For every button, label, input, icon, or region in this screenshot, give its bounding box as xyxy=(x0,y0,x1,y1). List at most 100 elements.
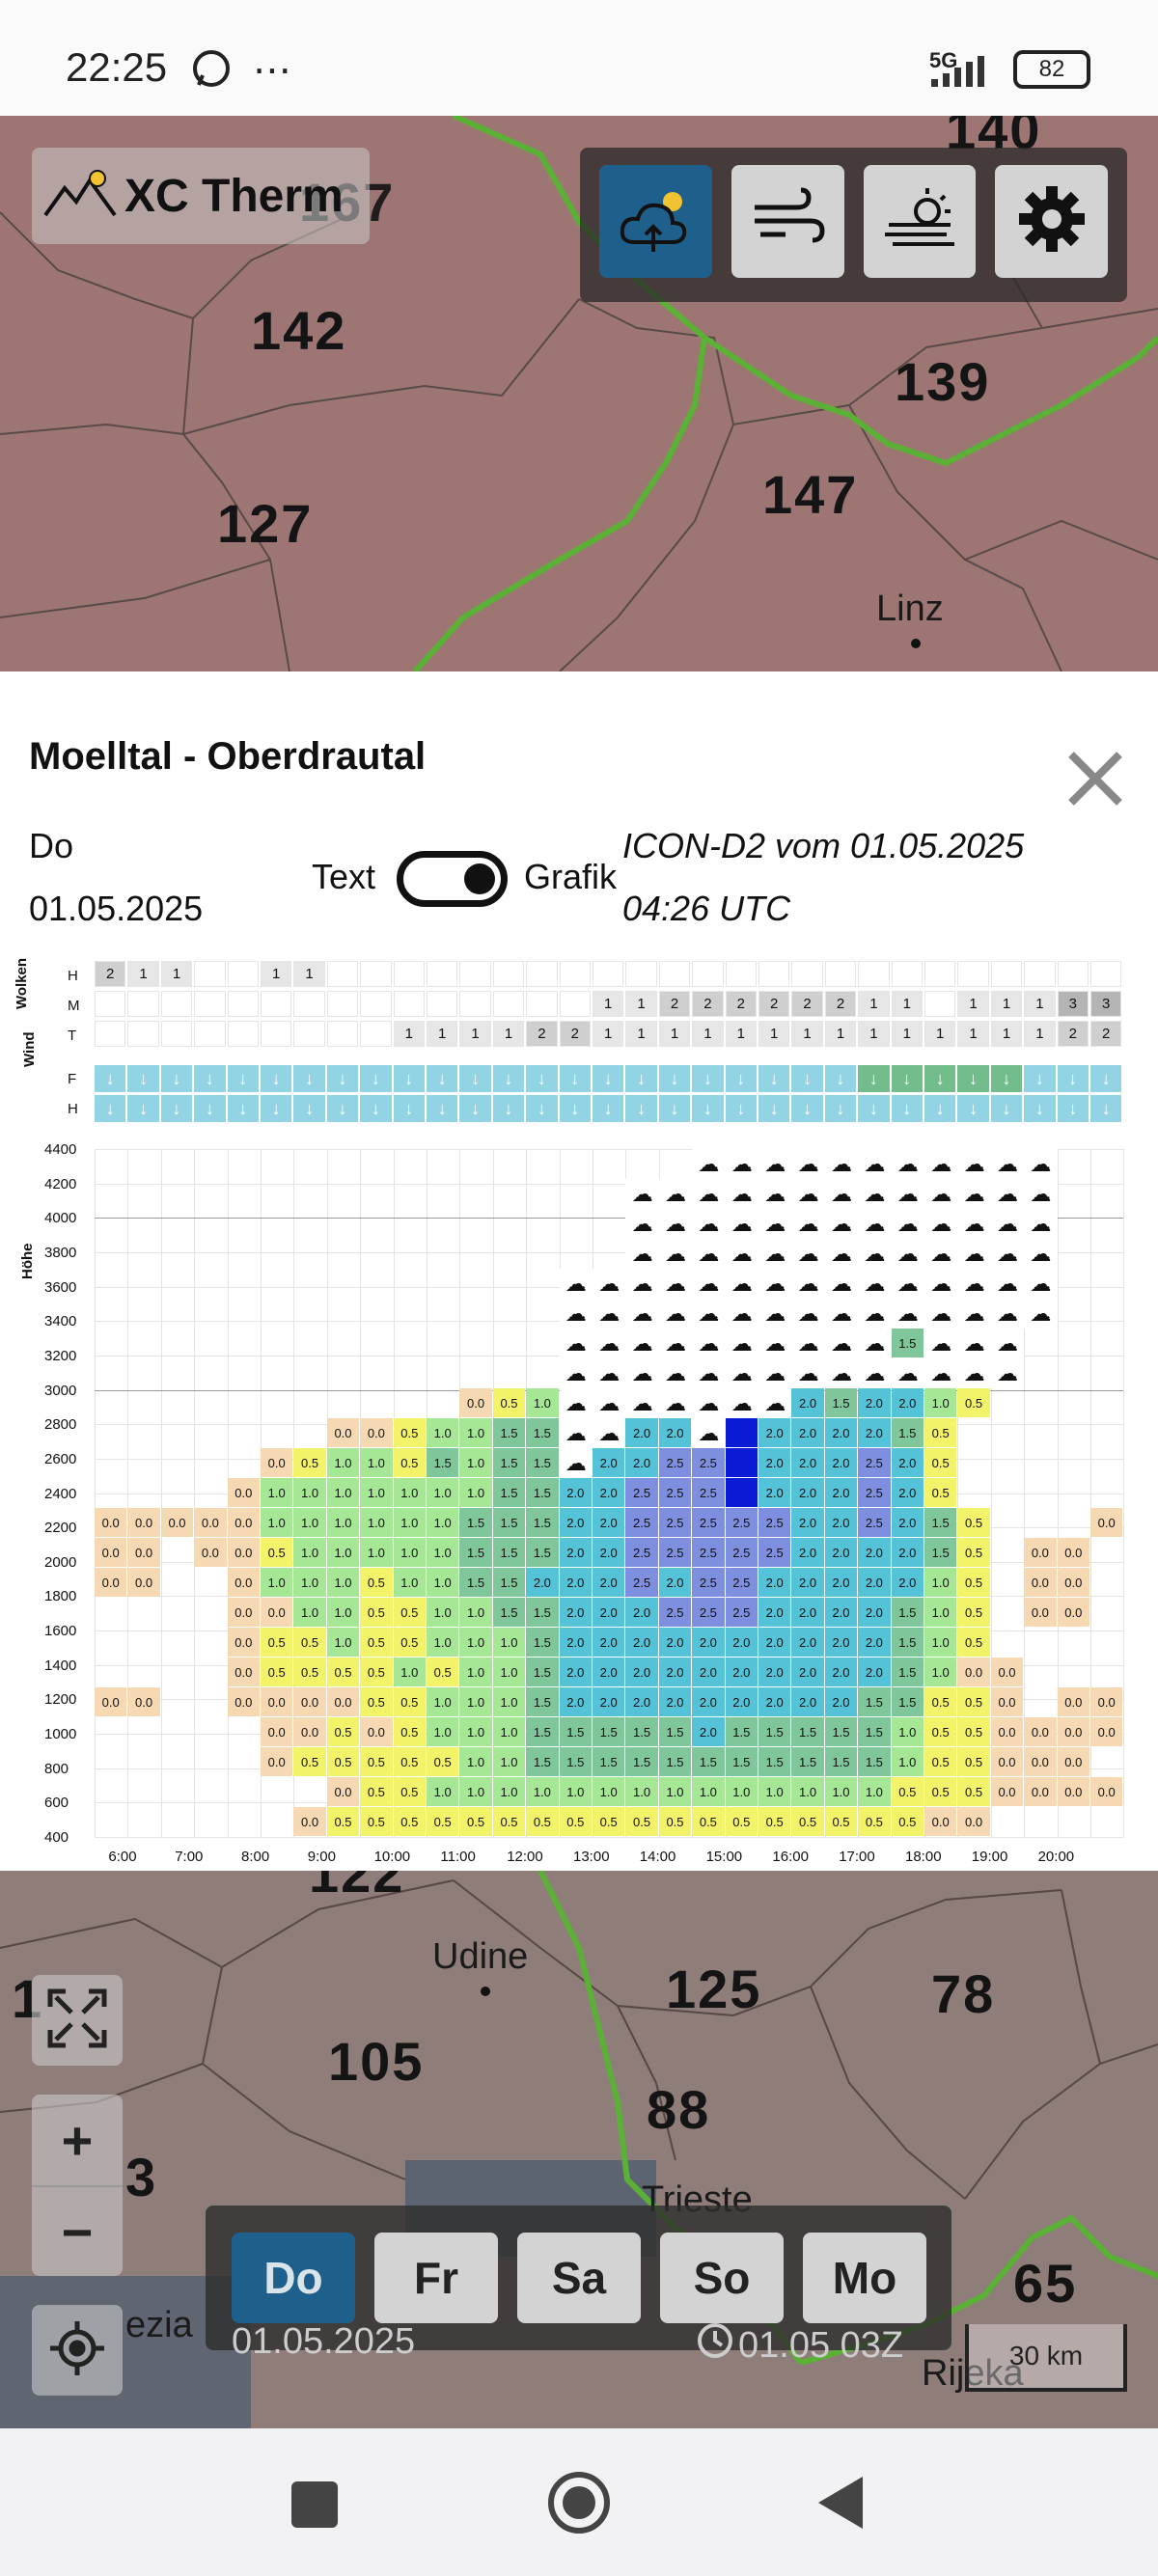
day-button[interactable]: Fr xyxy=(374,2233,498,2323)
heat-cell: 0.0 xyxy=(1057,1747,1089,1776)
cloud-base-icon: ☁ xyxy=(625,1358,659,1388)
heat-cell: 1.0 xyxy=(360,1478,393,1507)
mode-toolbar xyxy=(580,148,1127,302)
wind-arrow: ↓ xyxy=(824,1095,857,1122)
heat-cell: 2.0 xyxy=(593,1568,625,1597)
heat-cell: 2.0 xyxy=(824,1568,858,1597)
cloud-cell: 2 xyxy=(791,991,823,1017)
thermals-mode-button[interactable] xyxy=(599,165,712,278)
settings-button[interactable] xyxy=(995,165,1108,278)
cloud-base-icon: ☁ xyxy=(593,1358,626,1388)
heat-cell: 1.0 xyxy=(492,1777,526,1806)
heat-cell: 2.0 xyxy=(625,1658,658,1686)
zoom-control: + − xyxy=(32,2095,123,2276)
heat-cell: 2.0 xyxy=(658,1658,692,1686)
panel-title: Moelltal - Oberdrautal xyxy=(29,735,427,778)
cloud-base-icon: ☁ xyxy=(824,1149,859,1179)
heat-cell: 2.0 xyxy=(725,1687,758,1716)
heat-cell: 0.5 xyxy=(957,1687,990,1716)
heat-cell: 0.0 xyxy=(1090,1508,1123,1537)
thermal-chart: Wolken Wind Höhe H 2 1 1 1 1 M 1 1 2 2 2 2 2 2 1 1 1 1 1 3 3 T 1 1 1… xyxy=(0,958,1158,1883)
map-value: 127 xyxy=(217,493,314,554)
heat-cell: 0.5 xyxy=(427,1658,459,1686)
back-button[interactable] xyxy=(816,2475,865,2535)
heat-cell: 1.0 xyxy=(326,1538,360,1567)
heat-cell: 2.0 xyxy=(559,1598,592,1627)
cloud-cell xyxy=(492,991,525,1017)
heat-cell: 2.0 xyxy=(791,1628,824,1657)
heat-cell: 1.0 xyxy=(393,1508,426,1537)
clock-icon xyxy=(696,2321,734,2370)
heat-cell: 2.0 xyxy=(891,1538,924,1567)
heat-cell: 2.5 xyxy=(658,1598,692,1627)
cloud-base-icon: ☁ xyxy=(858,1329,892,1358)
cloud-cell xyxy=(360,991,392,1017)
toggle-knob xyxy=(464,863,495,894)
heat-cell: 0.0 xyxy=(990,1717,1024,1746)
heat-cell: 1.0 xyxy=(393,1568,426,1597)
close-button[interactable] xyxy=(1062,745,1129,812)
heat-cell: 1.0 xyxy=(459,1418,492,1447)
heat-cell: 0.5 xyxy=(393,1628,426,1657)
map-top[interactable]: 167 140 142 139 147 127 Linz XC Therm xyxy=(0,116,1158,671)
wind-arrow: ↓ xyxy=(526,1065,558,1092)
heat-cell: 1.5 xyxy=(526,1418,559,1447)
locate-icon xyxy=(48,2319,106,2382)
heat-cell: 2.0 xyxy=(891,1388,924,1417)
cloud-base-icon: ☁ xyxy=(791,1299,825,1329)
cloud-base-icon: ☁ xyxy=(658,1179,693,1209)
heat-cell: 2.5 xyxy=(692,1568,725,1597)
heat-cell: 0.5 xyxy=(427,1807,459,1836)
y-tick: 3600 xyxy=(44,1278,77,1296)
status-bar: 22:25 ⋯ 5G 82 xyxy=(0,0,1158,116)
wind-arrow: ↓ xyxy=(127,1095,159,1122)
wind-arrow: ↓ xyxy=(692,1065,724,1092)
heat-cell: 0.0 xyxy=(1090,1717,1123,1746)
map-value: 78 xyxy=(931,1963,996,2024)
day-button[interactable]: Do xyxy=(232,2233,355,2323)
wind-arrow: ↓ xyxy=(1024,1095,1056,1122)
heat-cell: 2.0 xyxy=(858,1598,891,1627)
heat-cell: 2.0 xyxy=(725,1658,758,1686)
y-tick: 3400 xyxy=(44,1313,77,1330)
heat-cell: 1.5 xyxy=(492,1508,526,1537)
cloud-base-icon: ☁ xyxy=(858,1149,892,1179)
heat-cell: 0.5 xyxy=(393,1807,426,1836)
heat-cell: 1.0 xyxy=(593,1777,625,1806)
day-button[interactable]: Sa xyxy=(517,2233,641,2323)
heat-cell: 1.0 xyxy=(427,1508,459,1537)
home-button[interactable] xyxy=(546,2470,612,2540)
recents-button[interactable] xyxy=(291,2481,338,2528)
day-button[interactable]: So xyxy=(660,2233,784,2323)
heat-cell: 1.0 xyxy=(824,1777,858,1806)
day-button[interactable]: Mo xyxy=(803,2233,926,2323)
wind-arrow: ↓ xyxy=(858,1095,890,1122)
cloud-base-icon: ☁ xyxy=(692,1418,726,1448)
heat-cell: 2.0 xyxy=(593,1448,625,1477)
heat-cell: 1.0 xyxy=(692,1777,725,1806)
wind-arrow: ↓ xyxy=(858,1065,890,1092)
heat-cell: 2.0 xyxy=(658,1418,692,1447)
zoom-in-button[interactable]: + xyxy=(61,2109,94,2171)
map-bottom[interactable]: 122 125 78 105 88 3 65 1 Udine Trieste R… xyxy=(0,1871,1158,2428)
wind-label: Wind xyxy=(21,1031,38,1067)
heat-cell: 1.0 xyxy=(492,1747,526,1776)
fullscreen-button[interactable] xyxy=(32,1975,123,2066)
heat-cell: 2.0 xyxy=(625,1628,658,1657)
wind-mode-button[interactable] xyxy=(731,165,844,278)
locate-button[interactable] xyxy=(32,2305,123,2396)
zoom-out-button[interactable]: − xyxy=(32,2185,123,2276)
cloud-base-icon: ☁ xyxy=(559,1299,593,1329)
x-tick: 12:00 xyxy=(507,1849,543,1865)
cloud-base-icon: ☁ xyxy=(924,1239,958,1269)
heat-cell: 1.5 xyxy=(526,1628,559,1657)
wind-arrow: ↓ xyxy=(360,1065,392,1092)
clouds-mode-button[interactable] xyxy=(863,165,977,278)
cloud-cell: 1 xyxy=(593,1021,624,1047)
cloud-base-icon: ☁ xyxy=(957,1269,991,1299)
wind-arrow: ↓ xyxy=(326,1095,359,1122)
cloud-base-icon: ☁ xyxy=(924,1358,958,1388)
cloud-cell xyxy=(427,961,458,987)
view-toggle[interactable] xyxy=(397,851,508,907)
heat-cell: 1.0 xyxy=(360,1508,393,1537)
